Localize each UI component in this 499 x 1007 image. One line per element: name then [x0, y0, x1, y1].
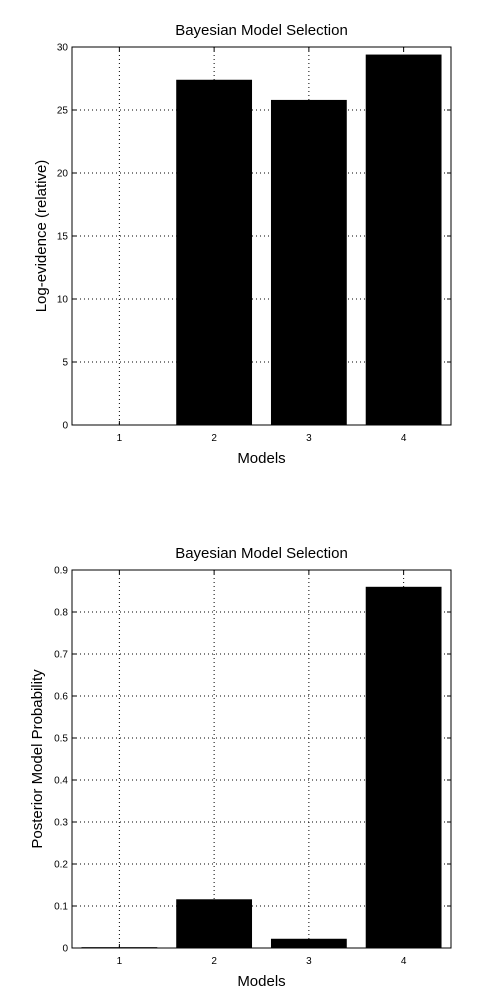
bar-model-2	[176, 899, 253, 948]
ticks: 1 2 3 4 0 5 10 15 20 25 30	[57, 43, 451, 444]
x-tick-label: 4	[401, 956, 407, 967]
bars	[176, 54, 442, 426]
bars	[81, 586, 442, 948]
x-tick-label: 2	[211, 433, 217, 444]
y-tick-label: 20	[57, 169, 69, 180]
x-tick-label: 3	[306, 433, 312, 444]
y-tick-label: 5	[62, 358, 68, 369]
bar-model-3	[270, 938, 347, 948]
y-tick-label: 25	[57, 106, 69, 117]
chart-log-evidence: Bayesian Model Selection 1 2 3 4 0 5 10 15 20 25 3…	[33, 22, 452, 467]
y-tick-label: 0	[62, 944, 68, 955]
x-tick-label: 3	[306, 956, 312, 967]
x-tick-label: 4	[401, 433, 407, 444]
y-tick-label: 0.1	[54, 902, 68, 913]
y-axis-label: Posterior Model Probability	[29, 669, 46, 849]
y-tick-label: 0.5	[54, 734, 68, 745]
y-tick-label: 0.9	[54, 566, 68, 577]
ticks: 1 2 3 4 0 0.1 0.2 0.3 0.4 0.5 0.6 0.7 0.8 0.9	[54, 566, 451, 967]
y-tick-label: 0.8	[54, 608, 68, 619]
bar-model-2	[176, 79, 253, 425]
y-tick-label: 0	[62, 421, 68, 432]
chart-posterior-probability: Bayesian Model Selection 1 2 3 4 0 0.1 0.2 0.3 0…	[29, 545, 452, 990]
x-tick-label: 2	[211, 956, 217, 967]
y-tick-label: 0.6	[54, 692, 68, 703]
bar-model-3	[270, 99, 347, 426]
x-axis-label: Models	[237, 450, 285, 467]
bar-model-4	[365, 54, 442, 426]
y-tick-label: 0.7	[54, 650, 68, 661]
y-tick-label: 30	[57, 43, 69, 54]
y-tick-label: 15	[57, 232, 69, 243]
y-axis-label: Log-evidence (relative)	[33, 160, 50, 313]
y-tick-label: 0.4	[54, 776, 68, 787]
y-tick-label: 0.2	[54, 860, 68, 871]
axes-box	[71, 569, 452, 949]
chart-title: Bayesian Model Selection	[175, 545, 348, 562]
bar-model-4	[365, 586, 442, 948]
x-tick-label: 1	[117, 956, 123, 967]
y-tick-label: 10	[57, 295, 69, 306]
x-tick-label: 1	[117, 433, 123, 444]
y-tick-label: 0.3	[54, 818, 68, 829]
x-axis-label: Models	[237, 973, 285, 990]
chart-title: Bayesian Model Selection	[175, 22, 348, 39]
